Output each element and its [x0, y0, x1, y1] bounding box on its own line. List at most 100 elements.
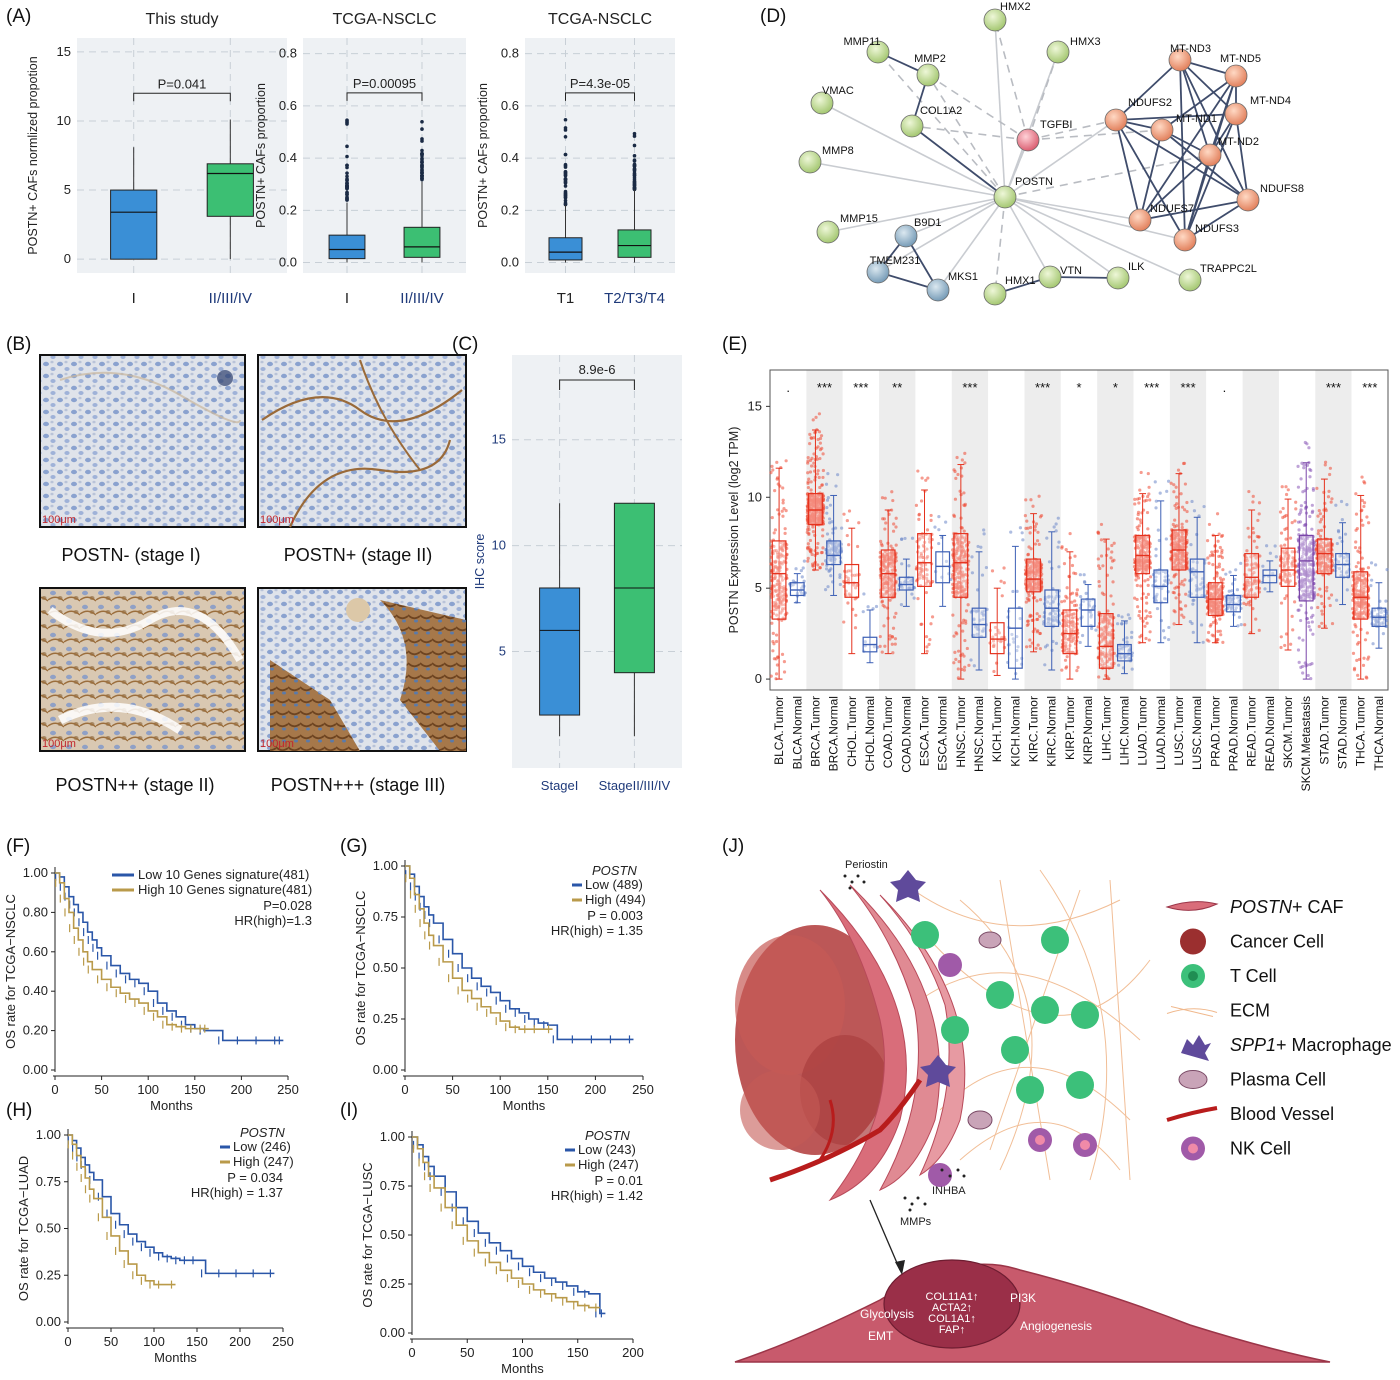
data-point — [1281, 506, 1285, 511]
data-point — [774, 639, 779, 644]
x-tick-label: 150 — [537, 1082, 559, 1097]
data-point — [1183, 578, 1187, 582]
ihc-caption-3: POSTN++ (stage II) — [55, 775, 214, 795]
data-point — [1034, 646, 1038, 650]
x-axis-label: Months — [154, 1350, 197, 1365]
data-point — [774, 657, 778, 661]
data-point — [1161, 629, 1166, 633]
data-point — [980, 573, 985, 577]
x-tick-label: 250 — [277, 1082, 299, 1097]
data-point — [1317, 508, 1321, 513]
data-point — [903, 536, 907, 541]
y-tick-label: 15 — [748, 398, 762, 413]
data-point — [1110, 559, 1115, 563]
data-point — [963, 502, 967, 506]
data-point — [1128, 616, 1132, 620]
data-point — [1251, 494, 1255, 498]
data-point — [1057, 540, 1061, 544]
node-label: MT-ND4 — [1250, 95, 1291, 107]
data-point — [782, 507, 786, 511]
significance-mark: *** — [1362, 380, 1377, 395]
data-point — [1135, 517, 1140, 521]
data-point — [801, 566, 805, 570]
scale-bar-1: 100μm — [42, 514, 76, 526]
scale-bar-2: 100μm — [260, 514, 294, 526]
data-point — [1365, 515, 1369, 519]
network-edge — [1115, 119, 1141, 221]
network-edge — [1139, 199, 1249, 221]
data-point — [1345, 503, 1349, 507]
data-point — [1146, 592, 1150, 596]
data-point — [880, 543, 884, 548]
panel-h: 0.000.250.500.751.000 50 100 150 200 250Month… — [16, 1125, 294, 1365]
data-point — [806, 525, 810, 529]
data-point — [1207, 561, 1211, 565]
x-axis-label: Months — [503, 1098, 546, 1113]
box-2 — [617, 229, 652, 258]
data-point — [1254, 617, 1258, 621]
data-point — [1154, 506, 1158, 510]
data-point — [979, 545, 983, 549]
outlier-point — [632, 143, 637, 148]
data-point — [782, 585, 786, 589]
network-node — [1236, 188, 1260, 212]
data-point — [1311, 486, 1315, 491]
network-node — [916, 63, 940, 87]
data-point — [953, 469, 957, 474]
data-point — [970, 555, 974, 559]
data-point — [776, 579, 780, 583]
data-point — [872, 645, 877, 649]
significance-mark: ** — [892, 380, 902, 395]
data-point — [962, 491, 966, 495]
data-point — [811, 525, 815, 529]
data-point — [847, 509, 852, 513]
data-point — [1273, 544, 1277, 548]
box-1 — [110, 189, 158, 260]
network-edge — [994, 196, 1006, 295]
outlier-point — [632, 176, 637, 180]
data-point — [838, 582, 842, 587]
data-point — [1138, 609, 1142, 614]
data-point — [1351, 630, 1355, 634]
data-point — [1133, 502, 1137, 506]
data-point — [1257, 501, 1262, 505]
data-point — [828, 503, 833, 507]
box — [898, 576, 914, 591]
data-point — [992, 669, 996, 674]
data-point — [1146, 471, 1150, 476]
outlier-point — [563, 126, 568, 130]
data-point — [1110, 543, 1114, 548]
node-label: VMAC — [822, 85, 854, 97]
data-point — [780, 509, 784, 513]
data-point — [1206, 556, 1210, 560]
data-point — [1296, 485, 1301, 489]
significance-mark: *** — [1035, 380, 1050, 395]
data-point — [1031, 618, 1035, 622]
y-tick-label: 0.75 — [373, 909, 398, 924]
node-label: MT-ND3 — [1170, 43, 1211, 55]
y-tick-label: 0.25 — [373, 1011, 398, 1026]
data-point — [1124, 621, 1128, 625]
data-point — [1136, 605, 1140, 609]
data-point — [1139, 616, 1143, 620]
data-point — [1310, 510, 1314, 515]
node-label: MT-ND1 — [1176, 113, 1217, 125]
data-point — [853, 597, 857, 601]
significance-mark: *** — [817, 380, 832, 395]
data-point — [818, 506, 822, 511]
data-point — [910, 592, 914, 596]
network-node — [983, 8, 1007, 32]
data-point — [1054, 522, 1058, 526]
data-point — [809, 436, 814, 440]
y-axis-label: IHC score — [473, 534, 487, 590]
network-node — [1173, 228, 1197, 252]
network-node — [798, 150, 822, 174]
data-point — [1356, 561, 1360, 565]
data-point — [1026, 526, 1030, 530]
data-point — [825, 532, 830, 536]
node-label: HMX1 — [1005, 275, 1036, 287]
data-point — [1305, 442, 1309, 446]
data-point — [1097, 564, 1101, 568]
data-point — [1308, 514, 1312, 519]
network-edge — [911, 125, 1029, 141]
